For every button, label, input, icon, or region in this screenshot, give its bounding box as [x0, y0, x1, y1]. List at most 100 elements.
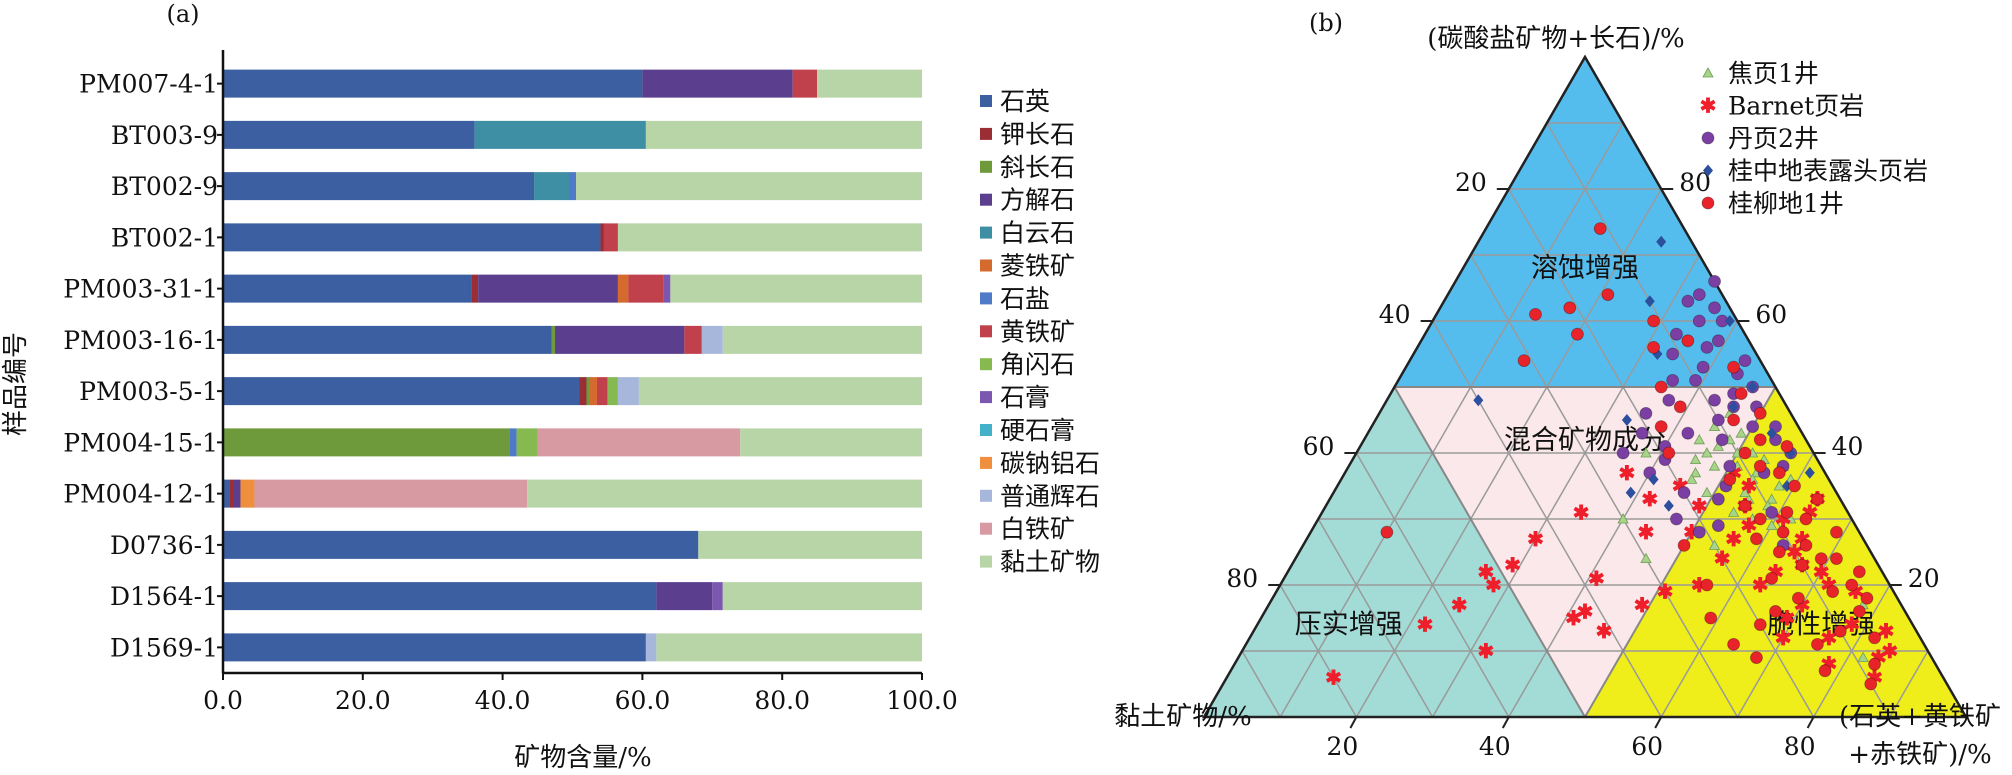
data-point	[1700, 578, 1714, 592]
data-point	[1772, 545, 1786, 559]
bar-segment	[645, 120, 922, 149]
data-point: ✱	[1634, 593, 1651, 617]
data-point: ✱	[1573, 500, 1590, 524]
tick-label-bottom: 40	[1479, 732, 1511, 761]
data-point: ✱	[1565, 606, 1582, 630]
bar-segment	[607, 377, 618, 406]
category-tick-labels: PM007-4-1 BT003-9 BT002-9 BT002-1 PM003-31-1…	[63, 70, 223, 662]
data-point	[1654, 420, 1668, 434]
data-point	[1616, 446, 1630, 460]
data-point	[1746, 420, 1760, 434]
bar-segment	[628, 274, 664, 303]
legend-swatch	[980, 292, 992, 305]
category-label: BT002-9	[111, 172, 218, 201]
data-point	[1747, 381, 1758, 393]
category-label: D0736-1	[110, 531, 218, 560]
bar-segment	[223, 274, 472, 303]
legend-swatch	[980, 456, 992, 469]
legend-swatch	[980, 391, 992, 404]
bar-segment	[617, 377, 639, 406]
data-point	[1738, 446, 1752, 460]
data-point: ✱	[1714, 547, 1731, 571]
panel-label-b: (b)	[1309, 9, 1343, 37]
bar-segment	[223, 530, 699, 559]
tick-label-bottom: 60	[1631, 732, 1663, 761]
data-point	[1708, 393, 1721, 407]
data-point	[1766, 493, 1778, 504]
data-point: ✱	[1478, 560, 1495, 584]
data-point	[1750, 651, 1763, 664]
data-point	[1681, 426, 1695, 440]
x-tick-label: 80.0	[754, 686, 810, 715]
data-points: ✱✱✱✱✱✱✱✱✱✱✱✱✱✱✱✱✱✱✱✱✱ ✱✱✱✱✱✱✱✱✱✱✱✱✱✱✱✱✱✱✱…	[1325, 222, 1898, 691]
bar-segment	[792, 69, 818, 98]
legend-swatch	[980, 226, 992, 239]
data-point	[1799, 512, 1813, 526]
x-tick-label: 60.0	[615, 686, 671, 715]
grid-line	[1736, 518, 1853, 718]
bar-segment	[670, 274, 922, 303]
grid-line	[1279, 584, 1358, 718]
category-label: PM003-31-1	[63, 275, 218, 304]
data-point	[1647, 340, 1660, 354]
bar-segment	[586, 377, 590, 406]
data-point	[1708, 420, 1721, 432]
data-point	[1704, 611, 1718, 625]
data-point	[1621, 414, 1632, 426]
data-point: ✱	[1638, 520, 1655, 544]
data-point	[1677, 486, 1691, 500]
data-point	[1735, 427, 1747, 438]
data-point: ✱	[1325, 665, 1342, 689]
data-point	[1529, 307, 1542, 321]
data-point	[1666, 373, 1680, 387]
legend-swatch	[980, 259, 992, 272]
data-point	[1766, 427, 1777, 440]
category-label: PM007-4-1	[79, 70, 218, 99]
bar-segment	[223, 69, 643, 98]
x-tick-label: 40.0	[475, 686, 531, 715]
data-point	[1617, 513, 1629, 524]
legend-swatch	[980, 522, 992, 535]
data-point	[1738, 354, 1752, 368]
right-axis-label-line1: (石英+黄铁矿	[1839, 702, 2001, 732]
grid-line	[1355, 452, 1510, 718]
data-point	[1776, 525, 1790, 539]
grid-line	[1317, 518, 1434, 718]
data-point: ✱	[1878, 619, 1895, 643]
legend-label: 钾长石	[1000, 120, 1075, 149]
bar-segment	[223, 633, 646, 662]
legend-marker: ✱	[1700, 94, 1717, 118]
legend-marker	[1703, 164, 1713, 177]
data-point	[1753, 618, 1767, 631]
legend-swatch	[980, 160, 992, 173]
data-point: ✱	[1779, 606, 1796, 630]
bar-segment	[223, 172, 535, 201]
bar-segment	[575, 172, 922, 201]
triangle-frame	[1201, 54, 1969, 719]
bar-segment	[223, 120, 475, 149]
grid-line	[1279, 122, 1624, 718]
data-point	[1750, 532, 1763, 546]
bar-segment	[589, 377, 597, 406]
data-point	[1670, 327, 1683, 341]
data-point	[1647, 314, 1660, 328]
data-point: ✱	[1619, 461, 1636, 485]
bar-segment	[551, 325, 556, 354]
bar-segment	[638, 377, 922, 406]
data-point	[1689, 453, 1702, 465]
legend-swatch	[980, 127, 992, 140]
bar-segment	[516, 428, 538, 457]
data-point: ✱	[1691, 494, 1708, 518]
data-point: ✱	[1740, 514, 1757, 538]
data-point	[1644, 295, 1655, 308]
bar-segment	[474, 120, 646, 149]
bar-segment	[617, 274, 629, 303]
data-point	[1860, 591, 1874, 605]
data-point	[1765, 572, 1779, 585]
bar-segment	[600, 223, 604, 252]
bar-segment	[254, 479, 528, 508]
data-point	[1654, 380, 1668, 394]
tick-label-bottom: 80	[1784, 732, 1816, 761]
